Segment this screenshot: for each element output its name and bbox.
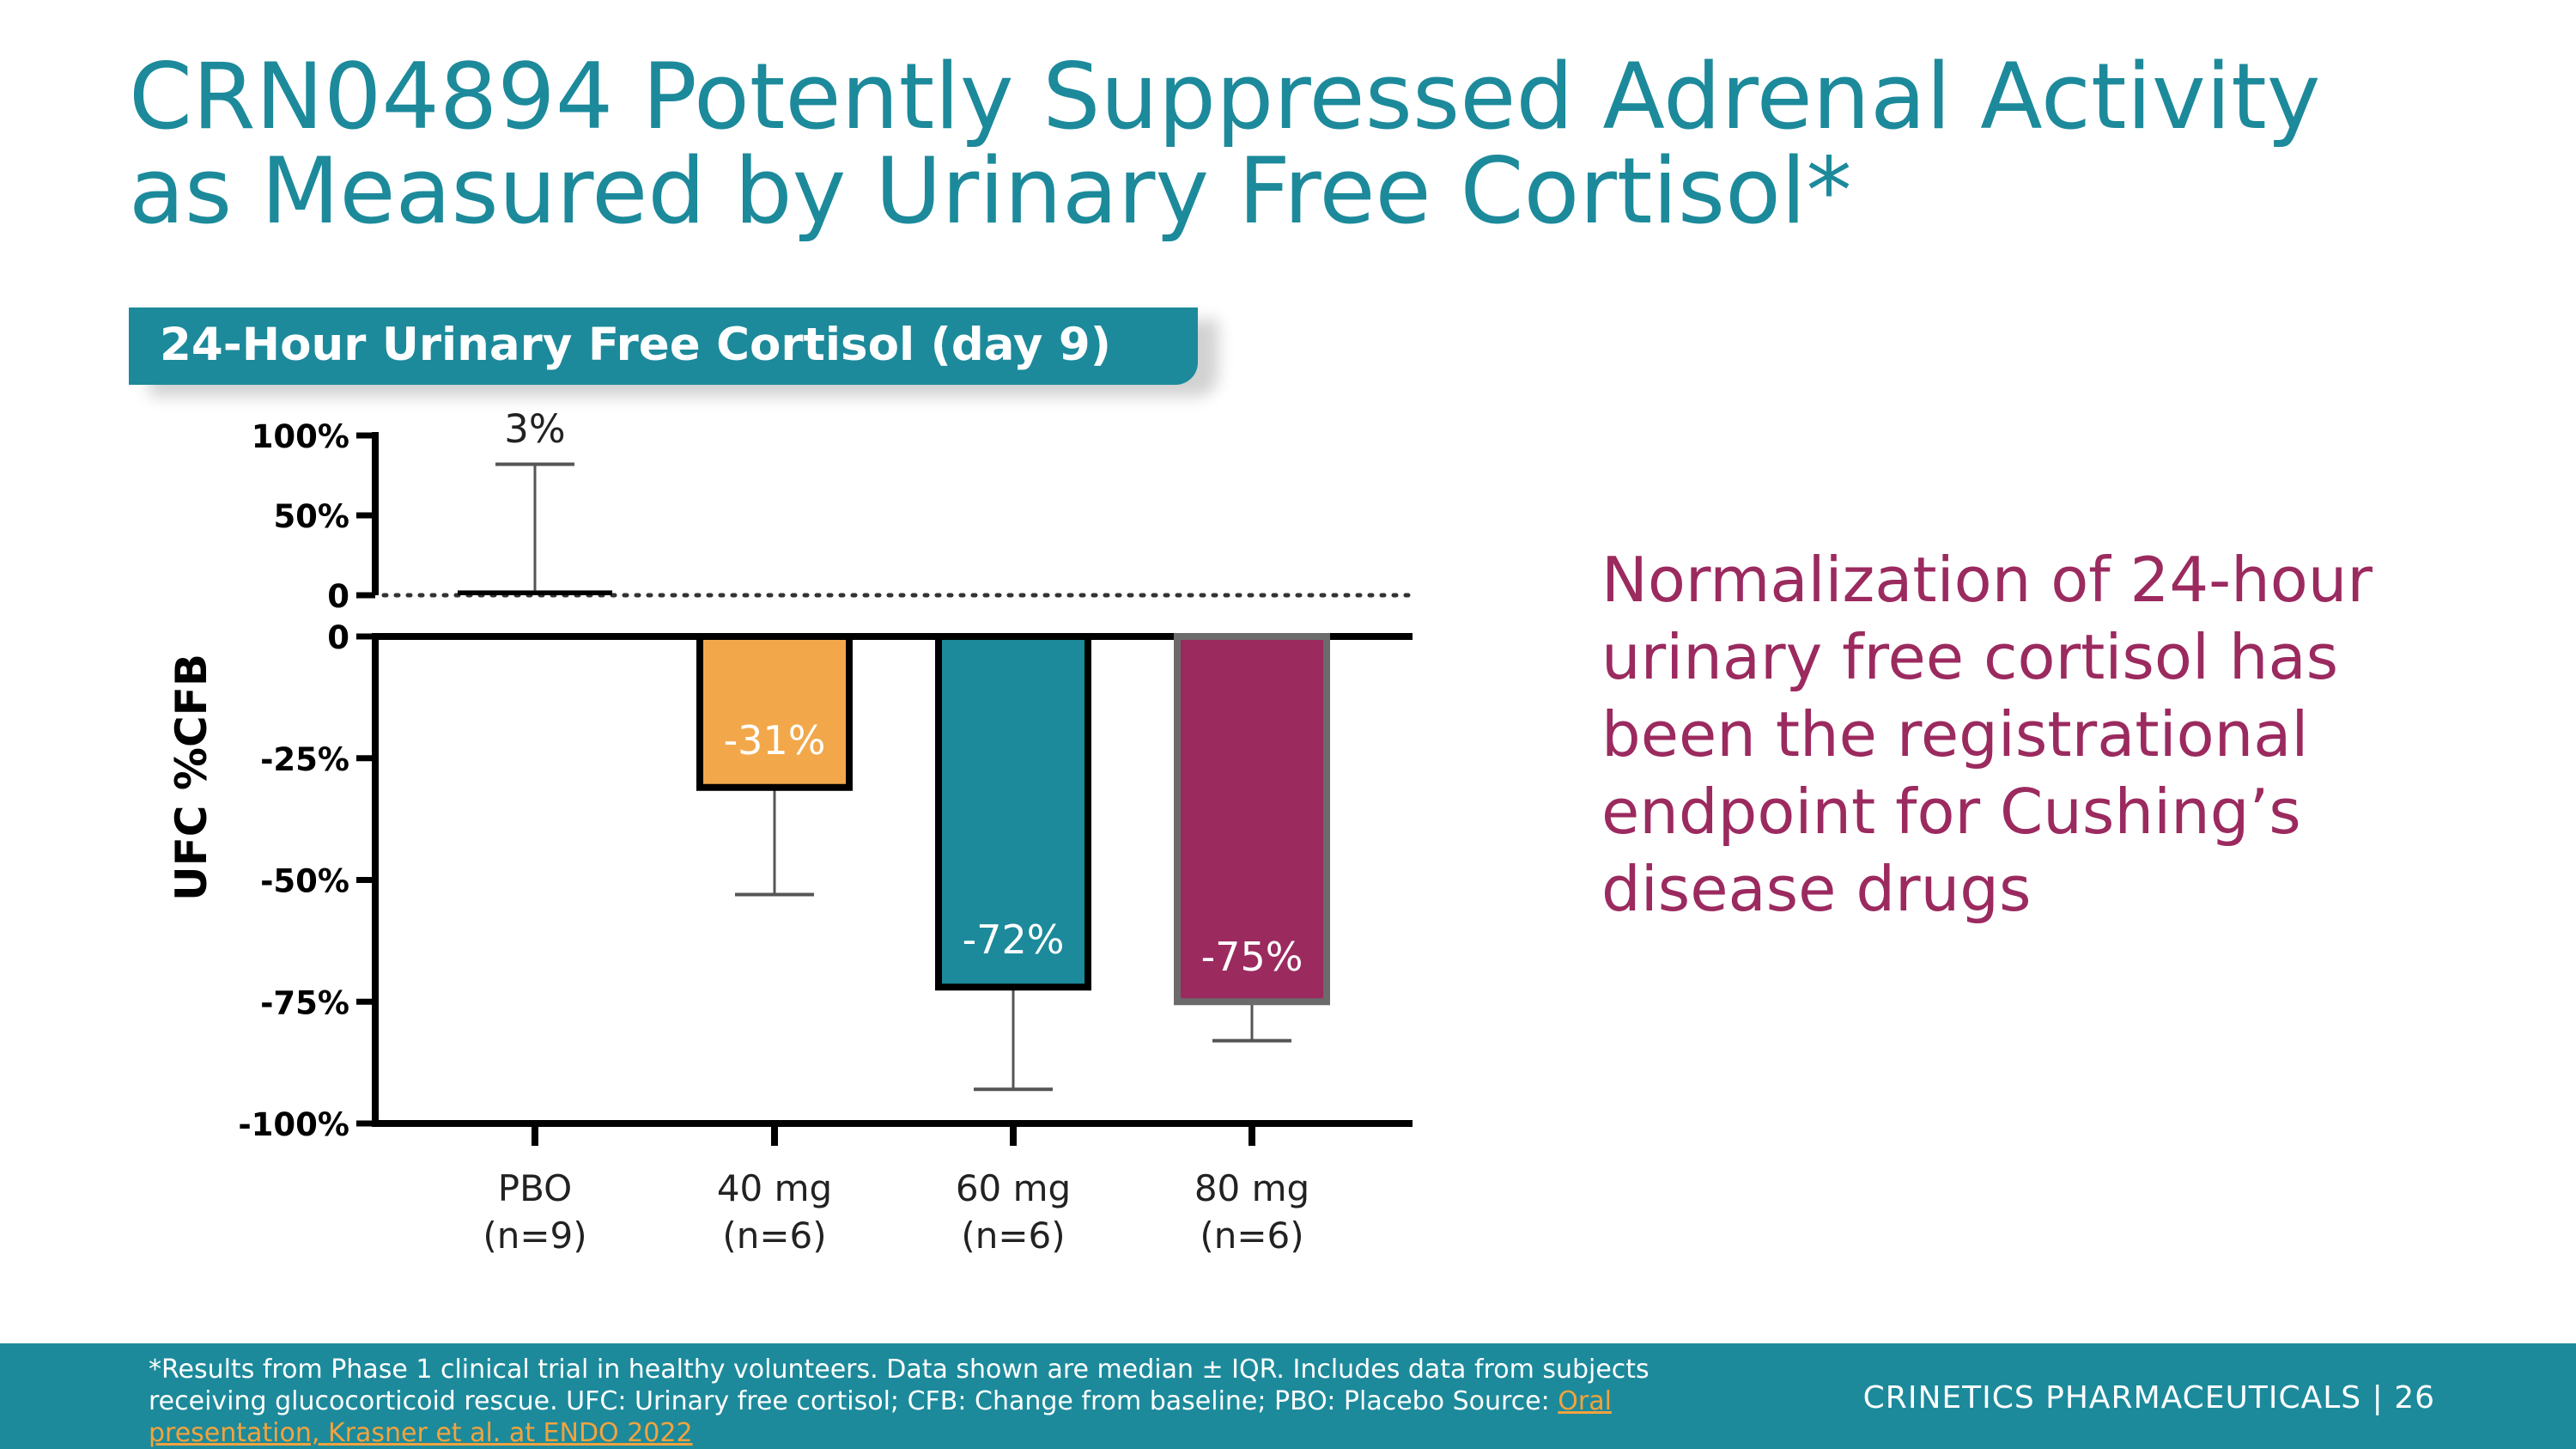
- footnote-text: *Results from Phase 1 clinical trial in …: [149, 1355, 1649, 1416]
- lower-tick-label: -100%: [238, 1106, 349, 1143]
- company-name: CRINETICS PHARMACEUTICALS: [1862, 1380, 2362, 1416]
- category-label: (n=6): [1200, 1215, 1303, 1257]
- y-axis-title: UFC %CFB: [167, 654, 216, 901]
- footer-separator: |: [2372, 1380, 2384, 1416]
- category-label: (n=9): [483, 1215, 586, 1257]
- lower-tick-label: 0: [327, 619, 349, 656]
- value-label-2: -31%: [724, 717, 826, 764]
- footnote: *Results from Phase 1 clinical trial in …: [149, 1354, 1737, 1449]
- category-label: PBO: [498, 1167, 572, 1209]
- title-line-1: CRN04894 Potently Suppressed Adrenal Act…: [129, 44, 2321, 149]
- lower-tick-label: -25%: [260, 741, 349, 778]
- page-title: CRN04894 Potently Suppressed Adrenal Act…: [129, 50, 2490, 239]
- bar-4: [1174, 633, 1330, 1006]
- category-label: 40 mg: [717, 1167, 832, 1209]
- page-number: 26: [2394, 1380, 2435, 1416]
- value-label-3: -72%: [963, 916, 1065, 963]
- upper-tick-label: 50%: [273, 498, 349, 535]
- footer-brand: CRINETICS PHARMACEUTICALS | 26: [1863, 1381, 2435, 1416]
- category-label: (n=6): [961, 1215, 1065, 1257]
- upper-tick-label: 0: [327, 578, 349, 615]
- upper-tick-label: 100%: [252, 418, 349, 455]
- lower-tick-label: -50%: [260, 863, 349, 900]
- side-callout-text: Normalization of 24-hour urinary free co…: [1601, 544, 2373, 925]
- chart-header-banner: 24-Hour Urinary Free Cortisol (day 9): [129, 307, 1198, 385]
- category-label: 80 mg: [1194, 1167, 1309, 1209]
- category-label: 60 mg: [956, 1167, 1071, 1209]
- lower-tick-label: -75%: [260, 984, 349, 1021]
- bar-pbo: [458, 590, 612, 595]
- value-label-pbo: 3%: [504, 406, 565, 452]
- value-label-4: -75%: [1201, 934, 1303, 980]
- bar-3: [935, 633, 1091, 991]
- bar-2: [696, 633, 853, 791]
- category-label: (n=6): [722, 1215, 826, 1257]
- footer-bar: *Results from Phase 1 clinical trial in …: [0, 1343, 2576, 1449]
- source-link[interactable]: Oral presentation, Krasner et al. at END…: [149, 1386, 1612, 1448]
- title-line-2: as Measured by Urinary Free Cortisol*: [129, 138, 1852, 244]
- chart-header-label: 24-Hour Urinary Free Cortisol (day 9): [160, 319, 1112, 371]
